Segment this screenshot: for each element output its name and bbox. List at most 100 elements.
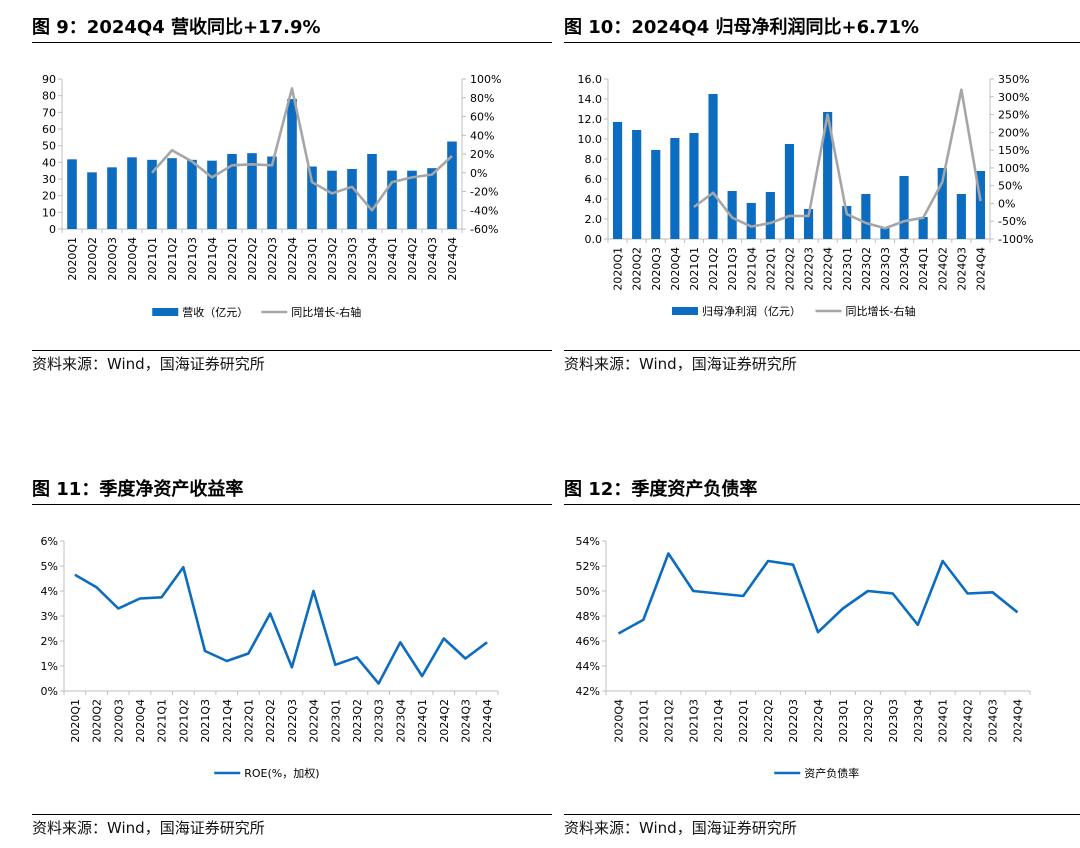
y-tick-label-right: 250% bbox=[998, 109, 1029, 122]
chart-title: 图 9：2024Q4 营收同比+17.9% bbox=[32, 14, 552, 43]
bar bbox=[784, 144, 795, 239]
y-tick-label-left: 50 bbox=[42, 140, 56, 153]
x-tick-label: 2023Q3 bbox=[373, 699, 386, 743]
bar bbox=[407, 170, 417, 229]
y-tick-label-left: 5% bbox=[41, 560, 58, 573]
x-tick-label: 2022Q1 bbox=[764, 247, 777, 291]
y-tick-label-right: -60% bbox=[470, 223, 498, 236]
x-tick-label: 2022Q2 bbox=[246, 237, 259, 281]
y-tick-label-right: 100% bbox=[998, 162, 1029, 175]
x-tick-label: 2023Q2 bbox=[326, 237, 339, 281]
x-tick-label: 2023Q2 bbox=[860, 247, 873, 291]
y-tick-label-left: 1% bbox=[41, 660, 58, 673]
x-tick-label: 2024Q2 bbox=[406, 237, 419, 281]
y-tick-label-left: 0 bbox=[49, 223, 56, 236]
bar bbox=[347, 169, 357, 229]
bar bbox=[727, 191, 737, 239]
y-tick-label-left: 50% bbox=[576, 585, 600, 598]
bar bbox=[107, 167, 117, 229]
y-tick-label-left: 48% bbox=[576, 610, 600, 623]
series-line bbox=[693, 88, 982, 230]
y-tick-label-left: 16.0 bbox=[578, 73, 603, 86]
y-tick-label-right: -100% bbox=[998, 233, 1033, 246]
y-tick-label-left: 10 bbox=[42, 206, 56, 219]
x-tick-label: 2022Q2 bbox=[264, 699, 277, 743]
bar bbox=[307, 166, 317, 229]
x-tick-label: 2022Q3 bbox=[286, 699, 299, 743]
bar bbox=[765, 192, 775, 239]
x-tick-label: 2023Q4 bbox=[394, 699, 407, 743]
y-tick-label-right: -20% bbox=[470, 186, 498, 199]
y-tick-label-left: 40 bbox=[42, 156, 56, 169]
x-tick-label: 2022Q2 bbox=[762, 699, 775, 743]
x-tick-label: 2021Q4 bbox=[206, 237, 219, 281]
bar bbox=[651, 150, 661, 239]
y-tick-label-left: 4% bbox=[41, 585, 58, 598]
x-tick-label: 2024Q4 bbox=[481, 699, 494, 743]
x-tick-label: 2022Q4 bbox=[308, 699, 321, 743]
x-tick-label: 2023Q3 bbox=[879, 247, 892, 291]
y-tick-label-right: 60% bbox=[470, 111, 494, 124]
x-tick-label: 2021Q1 bbox=[688, 247, 701, 291]
x-tick-label: 2020Q1 bbox=[69, 699, 82, 743]
x-tick-label: 2024Q2 bbox=[936, 247, 949, 291]
x-tick-label: 2020Q2 bbox=[631, 247, 644, 291]
x-tick-label: 2022Q4 bbox=[286, 237, 299, 281]
x-tick-label: 2024Q3 bbox=[459, 699, 472, 743]
bar bbox=[287, 99, 297, 229]
bar bbox=[367, 154, 377, 229]
x-tick-label: 2021Q3 bbox=[687, 699, 700, 743]
debt-ratio-chart: 42% 44% 46% 48% 50% 52% 54% 2020Q4 2021Q1 2021Q2 2… bbox=[576, 535, 1031, 780]
x-tick-label: 2023Q1 bbox=[841, 247, 854, 291]
y-tick-label-right: 0% bbox=[998, 197, 1015, 210]
x-tick-label: 2023Q1 bbox=[837, 699, 850, 743]
y-tick-label-left: 44% bbox=[576, 660, 600, 673]
x-tick-label: 2024Q4 bbox=[446, 237, 459, 281]
y-tick-label-left: 8.0 bbox=[585, 153, 603, 166]
chart-source: 资料来源：Wind，国海证券研究所 bbox=[564, 350, 1080, 377]
x-tick-label: 2024Q2 bbox=[962, 699, 975, 743]
bar bbox=[87, 172, 97, 229]
bar bbox=[708, 94, 718, 239]
legend-label: ROE(%，加权) bbox=[244, 767, 319, 780]
legend-swatch-bar bbox=[672, 307, 698, 315]
y-tick-label-right: 80% bbox=[470, 92, 494, 105]
y-tick-label-left: 0% bbox=[41, 685, 58, 698]
x-tick-label: 2020Q2 bbox=[91, 699, 104, 743]
y-tick-label-right: -50% bbox=[998, 215, 1026, 228]
x-tick-label: 2020Q4 bbox=[612, 699, 625, 743]
bar bbox=[918, 217, 928, 239]
y-tick-label-right: 350% bbox=[998, 73, 1029, 86]
bar bbox=[227, 154, 237, 229]
legend-label: 营收（亿元） bbox=[182, 305, 248, 319]
y-tick-label-left: 54% bbox=[576, 535, 600, 548]
chart-source: 资料来源：Wind，国海证券研究所 bbox=[32, 350, 552, 377]
y-tick-label-left: 6.0 bbox=[585, 173, 603, 186]
x-tick-label: 2022Q1 bbox=[242, 699, 255, 743]
x-tick-label: 2022Q1 bbox=[737, 699, 750, 743]
bar bbox=[127, 157, 137, 229]
x-tick-label: 2024Q1 bbox=[416, 699, 429, 743]
net-profit-chart: 0.0 2.0 4.0 6.0 8.0 10.0 12.0 14.0 16.0 -100% -50%… bbox=[578, 73, 1034, 318]
bar bbox=[861, 194, 871, 239]
y-tick-label-left: 0.0 bbox=[585, 233, 603, 246]
x-tick-label: 2023Q1 bbox=[329, 699, 342, 743]
x-tick-label: 2024Q3 bbox=[955, 247, 968, 291]
x-tick-label: 2021Q3 bbox=[726, 247, 739, 291]
x-tick-label: 2022Q3 bbox=[803, 247, 816, 291]
y-tick-label-left: 12.0 bbox=[578, 113, 603, 126]
y-tick-label-left: 10.0 bbox=[578, 133, 603, 146]
x-tick-label: 2024Q4 bbox=[1012, 699, 1025, 743]
x-tick-label: 2023Q4 bbox=[912, 699, 925, 743]
chart-title: 图 11：季度净资产收益率 bbox=[32, 476, 552, 505]
y-tick-label-left: 2% bbox=[41, 635, 58, 648]
x-tick-label: 2021Q3 bbox=[199, 699, 212, 743]
bar bbox=[247, 153, 257, 229]
x-tick-label: 2021Q1 bbox=[156, 699, 169, 743]
x-tick-label: 2023Q2 bbox=[862, 699, 875, 743]
revenue-chart: 0 10 20 30 40 50 60 70 80 90 -60% -40% -20% 0% 20% 40% 6… bbox=[42, 73, 501, 319]
chart-panel-net-profit: 图 10：2024Q4 归母净利润同比+6.71% 0.0 2.0 4.0 6.0 8.… bbox=[564, 14, 1080, 376]
bar bbox=[823, 112, 833, 239]
x-tick-label: 2023Q4 bbox=[898, 247, 911, 291]
x-tick-label: 2020Q3 bbox=[112, 699, 125, 743]
